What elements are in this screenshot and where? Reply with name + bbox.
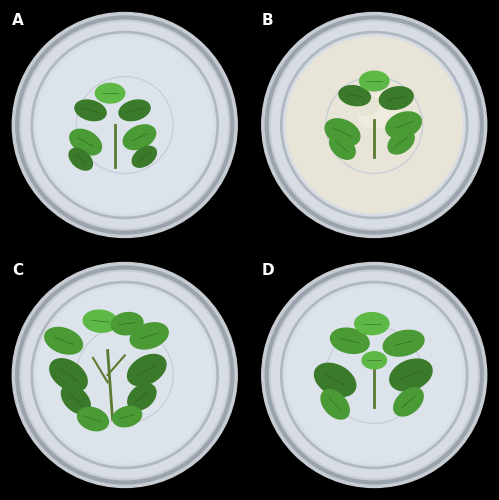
Ellipse shape (75, 100, 106, 120)
Ellipse shape (321, 390, 349, 419)
Ellipse shape (390, 359, 432, 391)
Ellipse shape (330, 135, 355, 159)
Ellipse shape (70, 130, 101, 155)
Ellipse shape (383, 330, 424, 356)
Ellipse shape (61, 385, 90, 414)
Ellipse shape (119, 100, 150, 120)
Circle shape (271, 22, 477, 228)
Ellipse shape (330, 328, 369, 353)
Ellipse shape (50, 359, 87, 391)
Text: C: C (12, 262, 23, 278)
Ellipse shape (386, 112, 421, 138)
Ellipse shape (130, 323, 168, 349)
Ellipse shape (358, 92, 401, 128)
Ellipse shape (394, 388, 423, 416)
Ellipse shape (77, 408, 108, 430)
Ellipse shape (360, 71, 389, 91)
Circle shape (12, 12, 237, 237)
Circle shape (262, 262, 487, 488)
Circle shape (22, 272, 228, 478)
Ellipse shape (355, 312, 389, 334)
Ellipse shape (69, 148, 92, 170)
Ellipse shape (128, 354, 166, 386)
Ellipse shape (362, 352, 386, 369)
Ellipse shape (339, 86, 370, 105)
Circle shape (271, 272, 477, 478)
Ellipse shape (83, 310, 117, 332)
Ellipse shape (45, 328, 82, 354)
Ellipse shape (113, 406, 142, 426)
Ellipse shape (355, 96, 379, 116)
Ellipse shape (388, 130, 414, 154)
Circle shape (262, 12, 487, 237)
Text: B: B (262, 12, 273, 28)
Circle shape (12, 262, 237, 488)
Circle shape (22, 22, 228, 228)
Circle shape (286, 37, 462, 213)
Ellipse shape (111, 312, 143, 335)
Ellipse shape (314, 364, 356, 396)
Ellipse shape (128, 384, 156, 410)
Ellipse shape (379, 87, 413, 110)
Circle shape (37, 287, 213, 463)
Ellipse shape (123, 125, 156, 150)
Ellipse shape (386, 90, 402, 102)
Circle shape (286, 287, 462, 463)
Circle shape (37, 37, 213, 213)
Text: D: D (262, 262, 274, 278)
Ellipse shape (95, 84, 125, 103)
Ellipse shape (132, 146, 156, 167)
Text: A: A (12, 12, 24, 28)
Ellipse shape (325, 119, 360, 146)
